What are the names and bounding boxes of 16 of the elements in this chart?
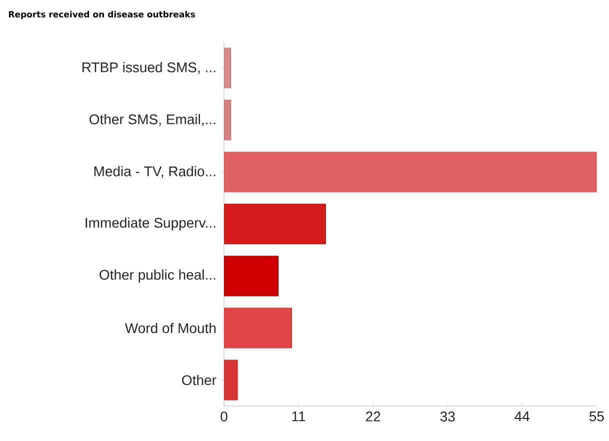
x-tick-label: 44 — [514, 412, 530, 422]
y-tick-label: Other SMS, Email,... — [90, 114, 216, 126]
y-tick-label: Media - TV, Radio... — [94, 166, 216, 178]
y-tick-label: Other public heal... — [100, 269, 216, 283]
x-tick-label: 55 — [589, 412, 604, 422]
bar — [224, 152, 597, 192]
y-tick-label: Word of Mouth — [124, 322, 216, 334]
y-tick-label: Other — [182, 374, 216, 386]
x-tick-label: 22 — [366, 412, 380, 422]
y-tick-label: RTBP issued SMS, ... — [82, 62, 216, 74]
x-tick-label: 11 — [292, 412, 306, 422]
x-tick-label: 0 — [220, 412, 228, 422]
x-tick-label: 33 — [440, 412, 455, 422]
text: Reports received on disease outbreaks — [8, 10, 195, 20]
y-tick-label: Immediate Supperv... — [86, 217, 216, 231]
bar — [224, 360, 238, 400]
